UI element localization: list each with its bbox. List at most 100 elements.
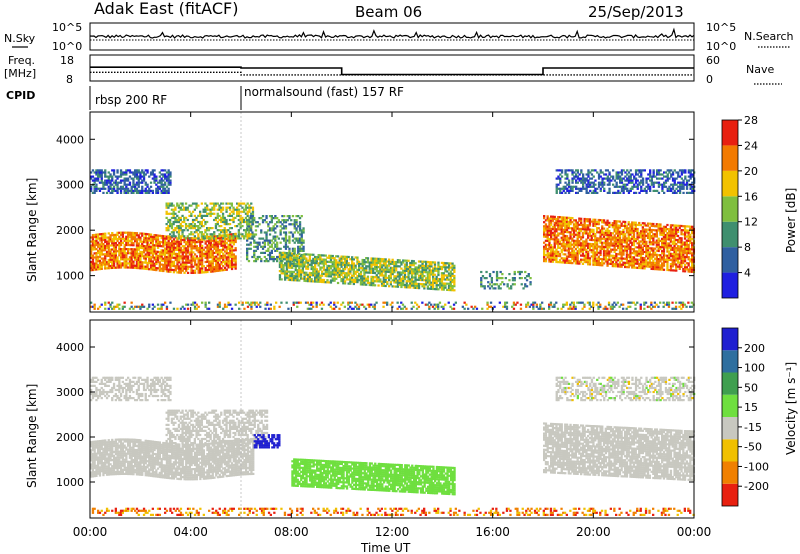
data-cell [298,275,301,278]
data-cell [403,284,407,287]
data-cell [137,267,140,270]
data-cell [585,226,588,229]
data-cell [425,283,428,286]
data-cell [636,266,639,269]
data-cell [128,235,132,238]
data-cell [365,271,368,274]
data-cell [315,272,318,275]
data-cell [648,230,651,233]
data-cell [398,275,401,278]
data-cell [613,230,616,233]
data-cell [123,264,126,267]
data-cell [146,263,149,266]
data-cell [574,223,577,226]
data-cell [167,212,170,215]
data-cell [137,177,140,180]
data-cell [199,240,202,243]
data-cell [373,271,377,275]
data-cell [370,257,373,260]
data-cell [349,268,352,271]
data-cell [127,235,130,238]
data-cell [300,215,303,218]
data-cell [215,243,218,246]
data-cell [100,239,103,242]
data-cell [386,282,389,286]
data-cell [671,234,674,237]
data-cell [676,245,680,248]
data-cell [652,265,655,268]
data-cell [289,254,292,257]
data-cell [322,281,326,284]
data-cell [218,206,221,209]
data-cell [638,264,641,267]
data-cell [144,241,147,244]
data-cell [216,267,220,270]
data-cell [160,237,163,240]
data-cell [372,284,375,287]
data-cell [597,218,600,222]
data-cell [142,179,146,182]
data-cell [639,230,643,233]
data-cell [654,233,657,236]
data-cell [567,222,570,226]
data-cell [685,266,688,269]
data-cell [97,187,100,190]
data-cell [149,245,153,248]
data-cell [428,263,431,266]
data-cell [204,242,207,245]
data-cell [218,259,221,262]
data-cell [412,272,415,275]
data-cell [197,237,200,240]
data-cell [606,238,609,241]
data-cell [585,240,588,243]
data-cell [160,259,163,262]
data-cell [433,279,437,282]
data-cell [648,232,651,236]
data-cell [687,252,690,255]
data-cell [144,189,147,192]
data-cell [546,229,549,232]
data-cell [594,222,597,225]
data-cell [666,246,669,249]
data-cell [263,241,266,244]
data-cell [315,270,318,273]
data-cell [151,169,154,172]
data-cell [416,272,419,275]
data-cell [114,250,117,253]
data-cell [234,208,237,211]
data-cell [636,250,639,253]
data-cell [324,260,327,263]
data-cell [155,175,158,178]
data-cell [93,240,96,243]
data-cell [276,235,279,238]
data-cell [142,175,146,178]
data-cell [218,236,221,239]
data-cell [249,241,252,244]
data-cell [93,191,96,194]
data-cell [363,283,366,286]
data-cell [597,223,600,226]
data-cell [585,228,588,231]
data-cell [388,264,391,267]
data-cell [199,263,202,266]
data-cell [280,268,283,271]
data-cell [134,236,137,239]
data-cell [139,254,142,258]
data-cell [618,236,622,239]
data-cell [622,263,625,266]
data-cell [302,229,305,232]
data-cell [243,220,246,224]
data-cell [100,175,103,178]
data-cell [201,261,204,264]
data-cell [135,252,139,255]
data-cell [617,246,620,250]
data-cell [555,236,558,239]
data-cell [646,245,650,248]
data-cell [185,259,188,262]
data-cell [492,283,495,286]
data-cell [627,239,630,242]
data-cell [134,232,137,235]
data-cell [160,189,163,192]
data-cell [565,249,569,252]
data-cell [112,252,116,255]
